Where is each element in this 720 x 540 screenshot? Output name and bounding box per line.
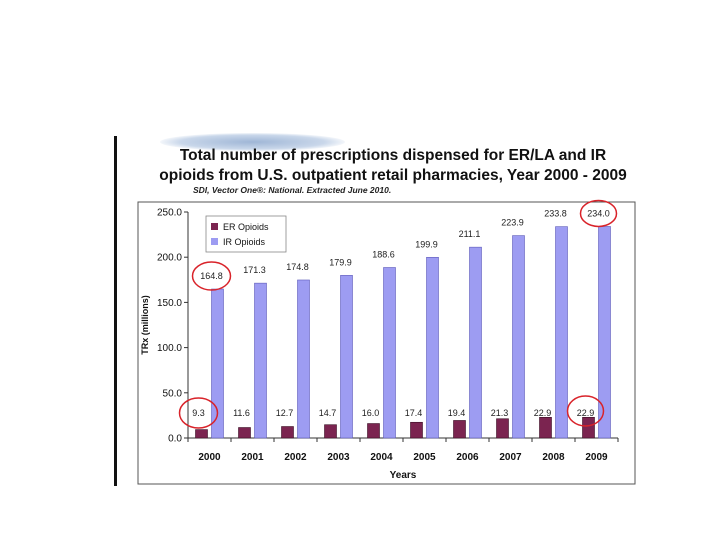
bar-ir-opioids xyxy=(340,275,353,439)
x-tick-label: 2009 xyxy=(585,452,608,463)
bar-ir-opioids xyxy=(512,235,525,439)
y-tick-label: 150.0 xyxy=(157,298,182,309)
highlight-circle-ir-2009 xyxy=(579,199,618,228)
y-tick-label: 50.0 xyxy=(163,388,183,399)
chart-title: Total number of prescriptions dispensed … xyxy=(159,147,627,184)
x-tick-label: 2003 xyxy=(327,452,350,463)
bar-er-opioids xyxy=(582,416,595,439)
data-label-ir: 164.8 xyxy=(200,271,223,281)
data-label-er: 17.4 xyxy=(405,408,423,418)
data-label-er: 16.0 xyxy=(362,408,380,418)
bar-ir-opioids xyxy=(598,226,611,439)
bar-ir-opioids xyxy=(469,246,482,439)
bar-ir-opioids xyxy=(555,226,568,439)
bar-er-opioids xyxy=(367,423,380,439)
bar-ir-opioids xyxy=(383,267,396,439)
y-tick-label: 100.0 xyxy=(157,343,182,354)
data-label-er: 19.4 xyxy=(448,408,466,418)
slide-decoration xyxy=(160,133,345,151)
chart-figure: Total number of prescriptions dispensed … xyxy=(118,140,636,486)
bar-er-opioids xyxy=(238,427,251,439)
bar-er-opioids xyxy=(195,429,208,439)
data-label-ir: 179.9 xyxy=(329,257,352,267)
y-tick-label: 250.0 xyxy=(157,208,182,219)
highlight-circle-er-2009 xyxy=(566,395,605,427)
x-tick-label: 2007 xyxy=(499,452,522,463)
y-axis-title: TRx (millions) xyxy=(140,295,150,355)
data-label-er: 22.9 xyxy=(534,408,552,418)
x-tick-label: 2001 xyxy=(241,452,264,463)
bar-ir-opioids xyxy=(254,282,267,439)
legend-label-er: ER Opioids xyxy=(223,222,269,232)
bar-er-opioids xyxy=(453,420,466,439)
highlight-circle-ir-2000 xyxy=(191,261,232,291)
data-label-ir: 188.6 xyxy=(372,250,395,260)
bar-er-opioids xyxy=(539,416,552,439)
data-label-ir: 171.3 xyxy=(243,265,266,275)
data-label-er: 11.6 xyxy=(233,408,250,418)
data-label-ir: 223.9 xyxy=(501,218,524,228)
bar-er-opioids xyxy=(324,424,337,439)
legend-label-ir: IR Opioids xyxy=(223,237,266,247)
x-tick-label: 2008 xyxy=(542,452,565,463)
bar-er-opioids xyxy=(496,418,509,439)
bar-ir-opioids xyxy=(426,256,439,439)
legend-box xyxy=(205,215,287,253)
x-axis-title: Years xyxy=(390,470,417,481)
chart-frame xyxy=(137,201,636,485)
data-label-er: 14.7 xyxy=(319,408,337,418)
data-label-ir: 174.8 xyxy=(286,262,309,272)
data-label-er: 12.7 xyxy=(276,408,294,418)
data-label-ir: 211.1 xyxy=(459,229,481,239)
x-tick-label: 2006 xyxy=(456,452,479,463)
x-tick-label: 2000 xyxy=(198,452,221,463)
bar-er-opioids xyxy=(410,421,423,439)
bar-er-opioids xyxy=(281,426,294,439)
data-label-ir: 233.8 xyxy=(544,209,567,219)
y-tick-label: 200.0 xyxy=(157,253,182,264)
x-tick-label: 2004 xyxy=(370,452,393,463)
chart-plot: 0.0 50.0 100.0 150.0 200.0 250.0 TRx (millions… xyxy=(137,199,636,485)
data-label-er: 22.9 xyxy=(577,408,595,418)
highlight-circle-er-2000 xyxy=(178,397,219,429)
legend-swatch-er xyxy=(211,223,218,230)
data-label-er: 9.3 xyxy=(192,408,205,418)
x-tick-label: 2002 xyxy=(284,452,307,463)
legend-swatch-ir xyxy=(211,238,218,245)
data-label-ir: 234.0 xyxy=(587,208,610,218)
chart-subtitle: SDI, Vector One®: National. Extracted Ju… xyxy=(193,185,392,195)
data-label-ir: 199.9 xyxy=(415,239,438,249)
y-tick-label: 0.0 xyxy=(168,434,182,445)
data-label-er: 21.3 xyxy=(491,408,509,418)
slide-left-rule xyxy=(114,136,117,486)
bar-ir-opioids xyxy=(297,279,310,439)
x-tick-label: 2005 xyxy=(413,452,436,463)
